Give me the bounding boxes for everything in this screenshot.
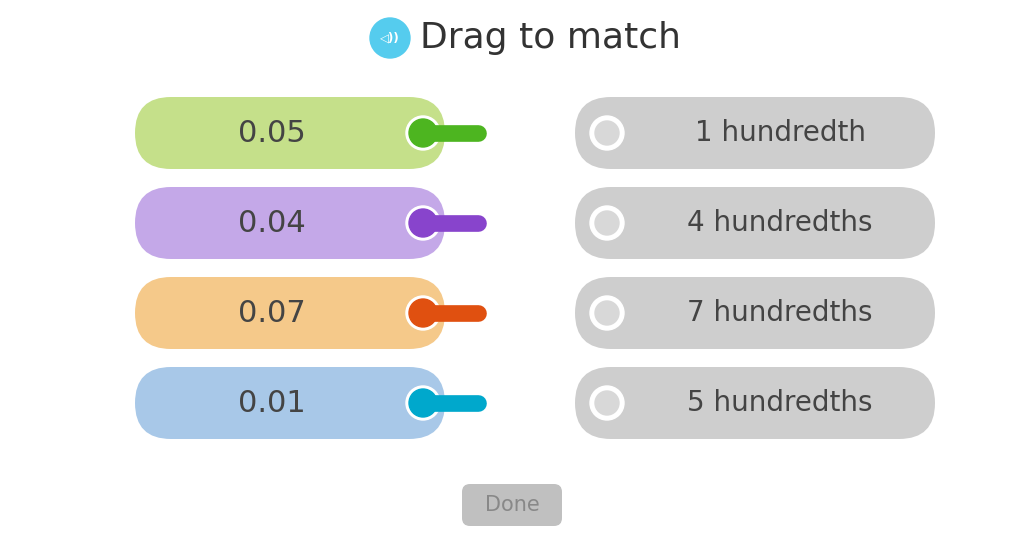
Circle shape (406, 386, 440, 420)
Text: 0.07: 0.07 (238, 298, 305, 328)
Circle shape (590, 116, 624, 150)
Text: 7 hundredths: 7 hundredths (687, 299, 872, 327)
Circle shape (409, 209, 437, 237)
FancyBboxPatch shape (135, 367, 445, 439)
Circle shape (595, 301, 618, 325)
Circle shape (370, 18, 410, 58)
FancyBboxPatch shape (462, 484, 562, 526)
FancyBboxPatch shape (135, 97, 445, 169)
Circle shape (409, 299, 437, 327)
Text: 0.04: 0.04 (238, 208, 305, 237)
FancyBboxPatch shape (575, 277, 935, 349)
FancyBboxPatch shape (135, 277, 445, 349)
FancyBboxPatch shape (575, 367, 935, 439)
Circle shape (590, 296, 624, 330)
Text: 4 hundredths: 4 hundredths (687, 209, 872, 237)
Text: 0.01: 0.01 (238, 389, 305, 418)
Circle shape (409, 389, 437, 417)
FancyBboxPatch shape (135, 187, 445, 259)
Circle shape (409, 119, 437, 147)
FancyBboxPatch shape (575, 187, 935, 259)
Circle shape (590, 386, 624, 420)
Text: ◁)): ◁)) (380, 31, 400, 44)
Circle shape (590, 206, 624, 240)
Text: 1 hundredth: 1 hundredth (694, 119, 865, 147)
Text: 0.05: 0.05 (238, 119, 305, 147)
Circle shape (595, 121, 618, 145)
Circle shape (406, 296, 440, 330)
Circle shape (406, 206, 440, 240)
Text: Done: Done (484, 495, 540, 515)
Circle shape (595, 211, 618, 235)
Text: 5 hundredths: 5 hundredths (687, 389, 872, 417)
Circle shape (595, 391, 618, 415)
FancyBboxPatch shape (575, 97, 935, 169)
Circle shape (406, 116, 440, 150)
Text: Drag to match: Drag to match (420, 21, 681, 55)
